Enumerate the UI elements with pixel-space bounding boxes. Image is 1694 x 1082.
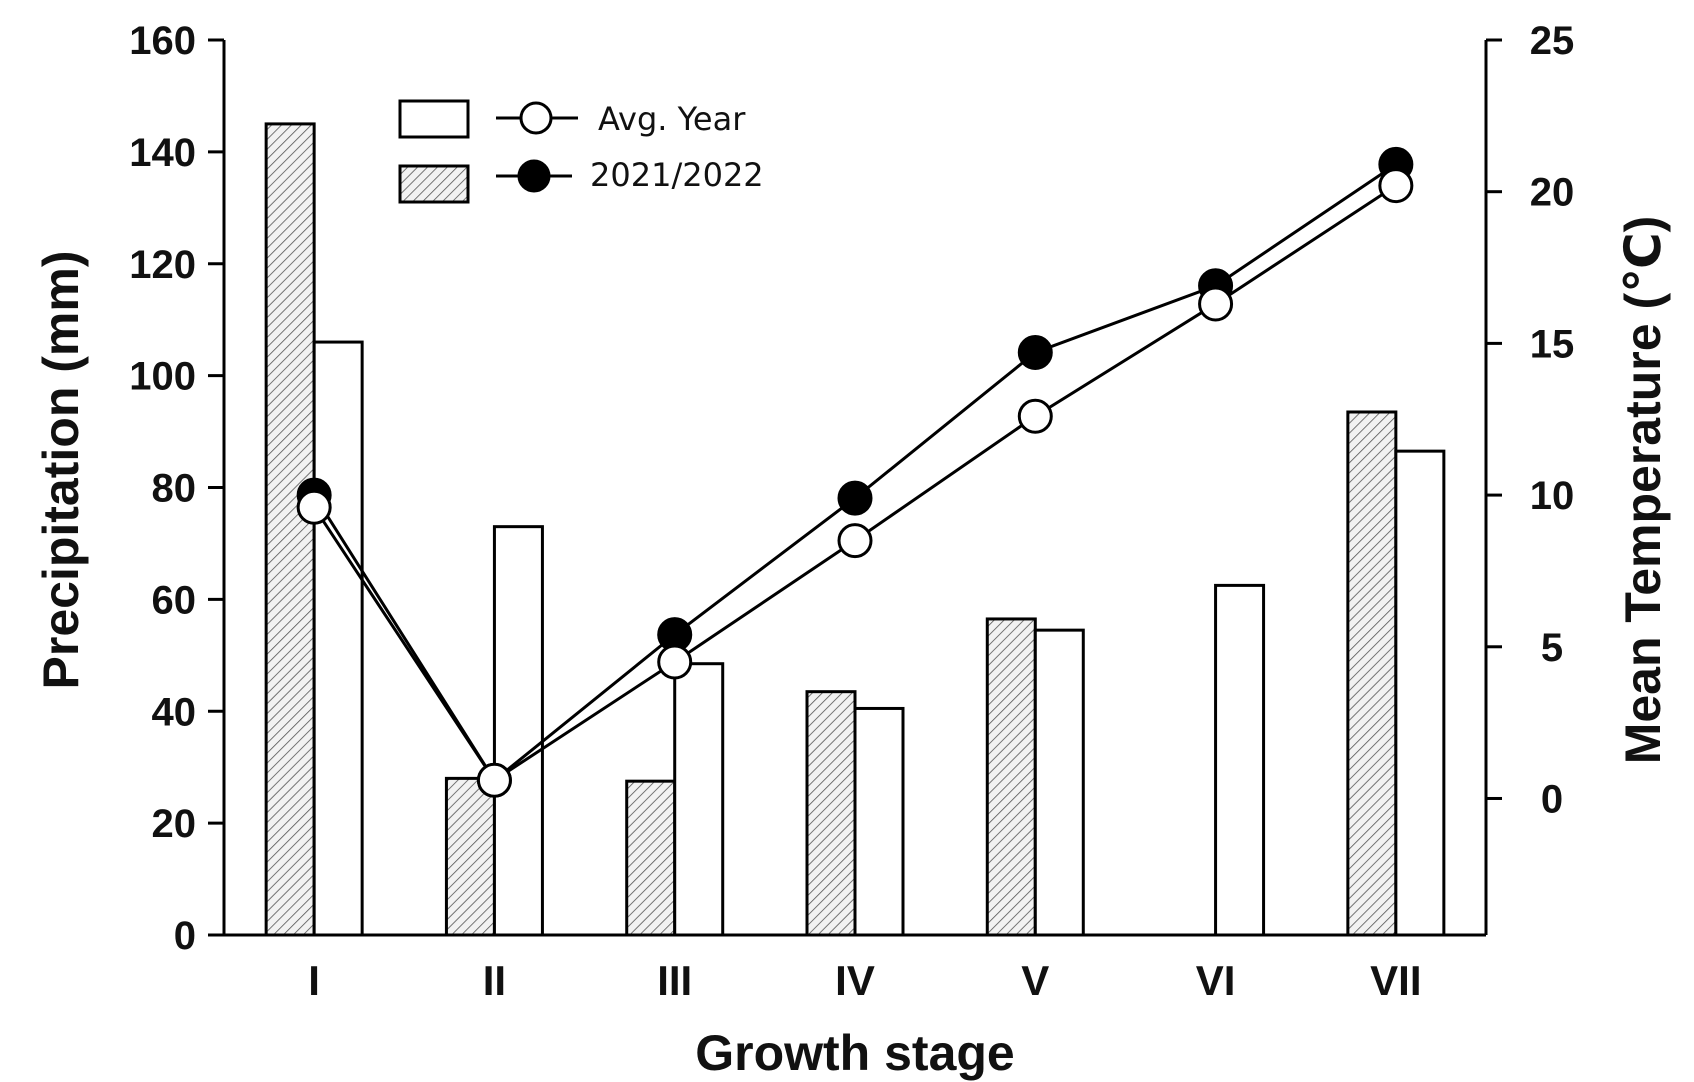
point-avg-year <box>476 762 512 798</box>
y2-tick-label: 25 <box>1530 19 1575 63</box>
bar-2021-2022 <box>1346 410 1398 937</box>
y-tick-label: 80 <box>152 467 197 511</box>
bar-avg-year <box>853 706 905 937</box>
y-tick-label: 160 <box>129 19 196 63</box>
x-tick-label: I <box>308 957 320 1004</box>
bar-avg-year <box>312 340 364 937</box>
left-ticks: 0 20 40 60 80 100 120 140 160 <box>129 19 224 958</box>
y2-axis-title: Mean Temperature (℃) <box>1615 216 1671 765</box>
y2-tick-label: 20 <box>1530 171 1575 215</box>
point-avg-year <box>837 523 873 559</box>
y-tick-label: 40 <box>152 690 197 734</box>
x-axis-title: Growth stage <box>695 1025 1014 1081</box>
bars-layer <box>264 122 1446 937</box>
legend-marker-open-circle <box>519 101 553 135</box>
point-avg-year <box>1017 398 1053 434</box>
y-tick-label: 120 <box>129 243 196 287</box>
bar-avg-year <box>1394 449 1446 937</box>
legend-item-2021-2022: 2021/2022 <box>398 156 764 204</box>
right-ticks: 0 5 10 15 20 25 <box>1486 19 1574 821</box>
point-avg-year <box>657 644 693 680</box>
bar-2021-2022 <box>985 617 1037 937</box>
x-tick-label: VI <box>1196 957 1236 1004</box>
legend-label-2021-2022: 2021/2022 <box>590 156 764 194</box>
x-tick-label: III <box>657 957 692 1004</box>
bar-2021-2022 <box>805 690 857 937</box>
y2-tick-label: 15 <box>1530 322 1575 366</box>
legend-label-avg-year: Avg. Year <box>598 100 746 138</box>
lines-layer <box>296 146 1414 798</box>
x-tick-label: V <box>1021 957 1049 1004</box>
y2-tick-label: 10 <box>1530 474 1575 518</box>
y-tick-label: 140 <box>129 131 196 175</box>
bar-2021-2022 <box>444 776 496 937</box>
y-tick-label: 20 <box>152 802 197 846</box>
y-tick-label: 0 <box>174 914 196 958</box>
point-2021-2022 <box>1017 334 1053 370</box>
category-labels: I II III IV V VI VII <box>308 957 1421 1004</box>
x-tick-label: IV <box>835 957 875 1004</box>
legend-swatch-hatched-bar <box>398 164 470 204</box>
y-axis-title: Precipitation (mm) <box>33 251 89 690</box>
legend: Avg. Year 2021/2022 <box>398 99 764 204</box>
bar-avg-year <box>1033 628 1085 937</box>
y2-tick-label: 5 <box>1541 626 1563 670</box>
bar-avg-year <box>1214 583 1266 937</box>
bar-avg-year <box>492 525 544 937</box>
bar-2021-2022 <box>625 779 677 937</box>
point-avg-year <box>1378 168 1414 204</box>
x-tick-label: VII <box>1370 957 1421 1004</box>
legend-item-avg-year: Avg. Year <box>398 99 746 139</box>
bar-avg-year <box>673 662 725 937</box>
y-tick-label: 60 <box>152 578 197 622</box>
point-avg-year <box>1198 286 1234 322</box>
x-tick-label: II <box>483 957 506 1004</box>
legend-swatch-open-bar <box>398 99 470 139</box>
point-avg-year <box>296 489 332 525</box>
legend-marker-filled-circle <box>517 159 551 193</box>
y-tick-label: 100 <box>129 355 196 399</box>
point-2021-2022 <box>837 480 873 516</box>
bar-2021-2022 <box>264 122 316 937</box>
y2-tick-label: 0 <box>1541 777 1563 821</box>
